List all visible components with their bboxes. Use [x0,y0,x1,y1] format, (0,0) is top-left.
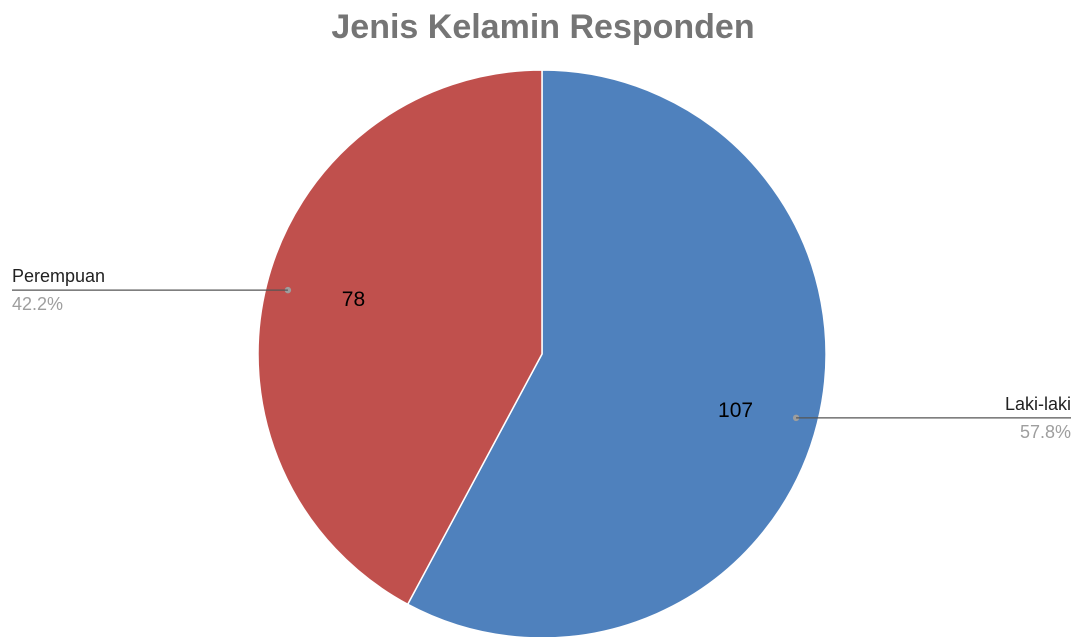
legend-label-laki-laki: Laki-laki [1005,394,1071,414]
value-label-laki-laki: 107 [718,399,753,422]
pie-slices [257,69,827,637]
legend-percent-laki-laki: 57.8% [1020,422,1071,442]
pie-slice-perempuan [257,69,543,606]
legend-percent-perempuan: 42.2% [12,294,63,314]
chart-title: Jenis Kelamin Responden [331,8,754,46]
pie-labels: 107 Laki-laki 57.8% 78 Perempuan 42.2% [12,266,1071,442]
pie-slice-laki-laki [406,69,827,637]
value-label-perempuan: 78 [342,288,365,311]
legend-label-perempuan: Perempuan [12,266,105,286]
